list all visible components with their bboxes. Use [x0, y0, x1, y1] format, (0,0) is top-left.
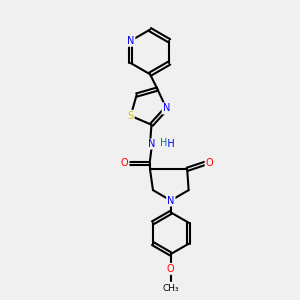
- Text: O: O: [121, 158, 128, 168]
- Text: N: N: [148, 139, 155, 149]
- Text: S: S: [128, 111, 134, 121]
- Text: H: H: [160, 138, 167, 148]
- Text: CH₃: CH₃: [163, 284, 179, 293]
- Text: O: O: [167, 264, 175, 274]
- Text: N: N: [167, 196, 175, 206]
- Text: O: O: [206, 158, 213, 168]
- Text: N: N: [163, 103, 170, 113]
- Text: N: N: [127, 36, 134, 46]
- Text: NH: NH: [160, 139, 175, 149]
